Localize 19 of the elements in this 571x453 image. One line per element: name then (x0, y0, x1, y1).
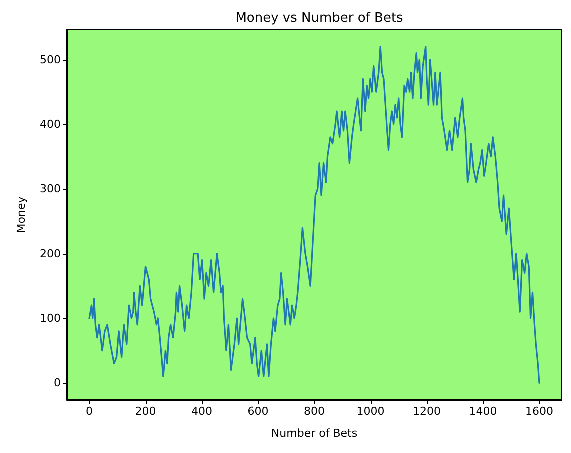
y-tick-label: 400 (40, 118, 61, 131)
y-tick-label: 500 (40, 53, 61, 66)
y-tick-label: 100 (40, 312, 61, 325)
x-tick-label: 0 (86, 405, 93, 418)
x-axis-title: Number of Bets (271, 427, 358, 440)
y-axis-title: Money (15, 196, 28, 234)
x-tick-label: 1200 (413, 405, 441, 418)
line-series (88, 46, 540, 384)
x-tick-label: 1400 (469, 405, 498, 418)
x-tick-label: 800 (304, 405, 325, 418)
x-tick-label: 400 (192, 405, 212, 418)
chart-title: Money vs Number of Bets (236, 11, 404, 26)
y-tick-label: 300 (40, 182, 61, 196)
y-tick-label: 200 (40, 247, 61, 260)
x-tick-label: 600 (248, 405, 269, 418)
y-tick-label: 0 (54, 376, 61, 390)
x-tick-label: 1000 (356, 405, 385, 418)
x-tick-label: 1600 (526, 405, 554, 418)
x-tick-label: 200 (135, 405, 156, 418)
